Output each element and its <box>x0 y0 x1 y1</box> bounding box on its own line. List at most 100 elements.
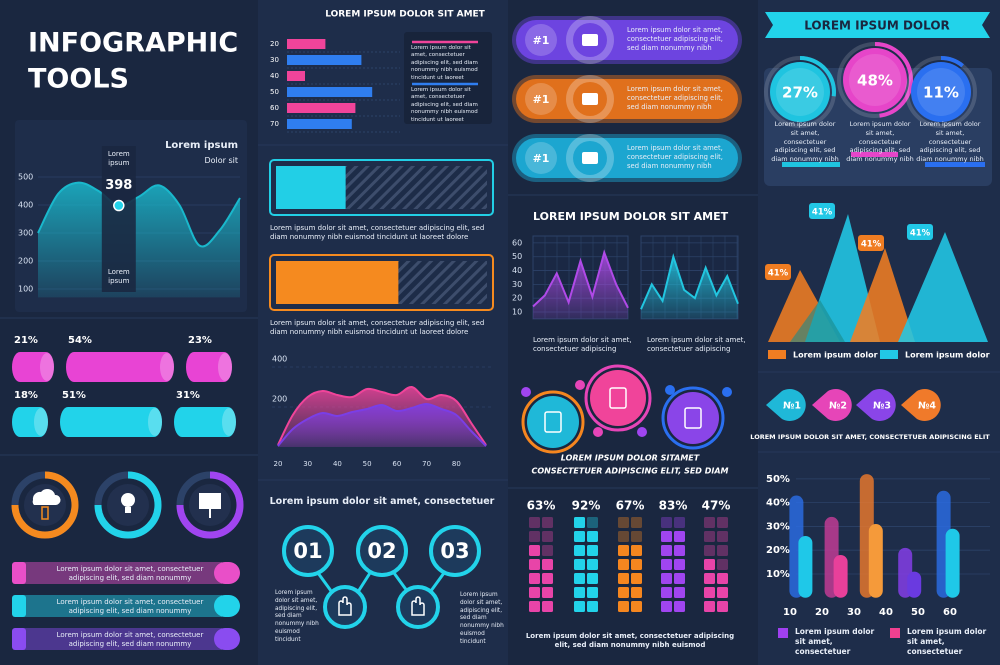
gauge-text: Lorem ipsum dolor sit amet, consectetuer… <box>846 120 914 164</box>
bar <box>945 528 960 598</box>
waffle-cell <box>587 517 598 528</box>
x-tick-label: 20 <box>273 460 282 468</box>
waffle-cell <box>618 601 629 612</box>
icon-glyph <box>582 152 598 164</box>
x-tick-label: 30 <box>847 607 861 618</box>
cylinder-cap <box>222 408 236 436</box>
waffle-column <box>661 517 685 612</box>
progress-frame <box>269 159 494 216</box>
rank-badge <box>525 24 557 56</box>
y-tick-label: 100 <box>18 285 33 294</box>
y-tick-label: 200 <box>272 395 287 404</box>
chart-caption: Lorem ipsum dolor sit amet, consectetuer… <box>647 336 746 354</box>
badge <box>856 389 896 421</box>
step-label: 03 <box>440 539 469 563</box>
bar <box>833 554 848 598</box>
pill <box>516 138 738 178</box>
y-tick-label: 400 <box>272 355 287 364</box>
x-tick-label: 40 <box>333 460 342 468</box>
cylinder-cap <box>218 353 232 381</box>
x-tick-label: 70 <box>422 460 431 468</box>
legend-text: Lorem ipsum dolor <box>905 351 990 360</box>
gauge-text: Lorem ipsum dolor sit amet, consectetuer… <box>771 120 839 164</box>
x-tick-label: 50 <box>363 460 372 468</box>
rank-text: Lorem ipsum dolor sit amet, consectetuer… <box>627 26 723 53</box>
value-label: 92% <box>572 499 601 513</box>
line <box>277 386 487 446</box>
y-tick-label: 60 <box>270 104 279 112</box>
x-tick-label: 60 <box>943 607 957 618</box>
icon-glyph <box>582 34 598 46</box>
waffle-cell <box>529 601 540 612</box>
waffle-cell <box>631 573 642 584</box>
x-tick-label: 20 <box>815 607 829 618</box>
step-connector <box>316 572 446 596</box>
x-tick-label: 80 <box>452 460 461 468</box>
cylinder-bar <box>60 407 162 437</box>
x-tick-label: 60 <box>392 460 401 468</box>
waffle-cell <box>674 573 685 584</box>
bar <box>287 103 356 113</box>
bar <box>907 571 922 598</box>
bar <box>287 39 326 49</box>
waffle-cell <box>704 573 715 584</box>
waffle-cell <box>542 559 553 570</box>
legend-text: Lorem ipsum dolor sit amet, consectetuer… <box>411 45 478 81</box>
cylinder-cap <box>148 408 162 436</box>
steps-title: Lorem ipsum dolor sit amet, consectetuer <box>269 496 495 507</box>
chart-title: LOREM IPSUM DOLOR <box>804 19 950 33</box>
peak-label: 41% <box>812 208 833 218</box>
waffle-cell <box>618 573 629 584</box>
x-tick-label: 10 <box>783 607 797 618</box>
line <box>37 181 241 248</box>
waffle-cell <box>529 531 540 542</box>
icon-doc <box>684 407 702 429</box>
dot <box>637 427 647 437</box>
gauge-disc <box>843 48 907 112</box>
waffle-cell <box>704 587 715 598</box>
icon-doc <box>544 411 562 433</box>
progress-fill <box>276 261 399 304</box>
waffle-cell <box>661 545 672 556</box>
waffle-cell <box>704 517 715 528</box>
rank-label: #1 <box>533 34 550 47</box>
value-label: 83% <box>659 499 688 513</box>
bar <box>287 119 352 129</box>
waffle-column <box>574 517 598 612</box>
cylinder-bar <box>66 352 174 382</box>
progress-text: Lorem ipsum dolor sit amet, consectetuer… <box>270 319 485 337</box>
y-tick-label: 50 <box>270 88 279 96</box>
legend-box <box>404 32 492 124</box>
y-tick-label: 30 <box>512 280 522 289</box>
ribbon-body <box>22 595 222 617</box>
hand-icon <box>338 596 352 616</box>
waffle-cell <box>529 573 540 584</box>
ribbon-cap <box>214 628 240 650</box>
chart-caption: Lorem ipsum dolor sit amet, consectetuer… <box>525 632 735 650</box>
icon-bubble-ring <box>584 364 652 432</box>
cylinder-bar <box>12 407 48 437</box>
icons-caption: CONSECTETUER ADIPISCING ELIT, SED DIAM <box>531 467 728 476</box>
y-tick-label: 20% <box>766 545 790 556</box>
bar <box>798 535 813 598</box>
waffle-cell <box>587 573 598 584</box>
y-tick-label: 20 <box>270 40 279 48</box>
waffle-cell <box>661 587 672 598</box>
waffle-cell <box>529 559 540 570</box>
line <box>532 249 629 309</box>
gauge-arc <box>940 56 964 68</box>
y-tick-label: 10% <box>766 569 790 580</box>
dot <box>722 387 732 397</box>
waffle-cell <box>661 573 672 584</box>
waffle-cell <box>717 559 728 570</box>
ring-arc <box>11 471 79 539</box>
icon-bubble <box>527 396 579 448</box>
waffle-cell <box>717 517 728 528</box>
waffle-cell <box>574 531 585 542</box>
legend-text: Lorem ipsum dolor sit amet, consectetuer… <box>411 87 478 123</box>
waffle-cell <box>618 531 629 542</box>
ribbon-tab <box>12 595 26 617</box>
chart-title: LOREM IPSUM DOLOR SIT AMET <box>325 10 485 20</box>
